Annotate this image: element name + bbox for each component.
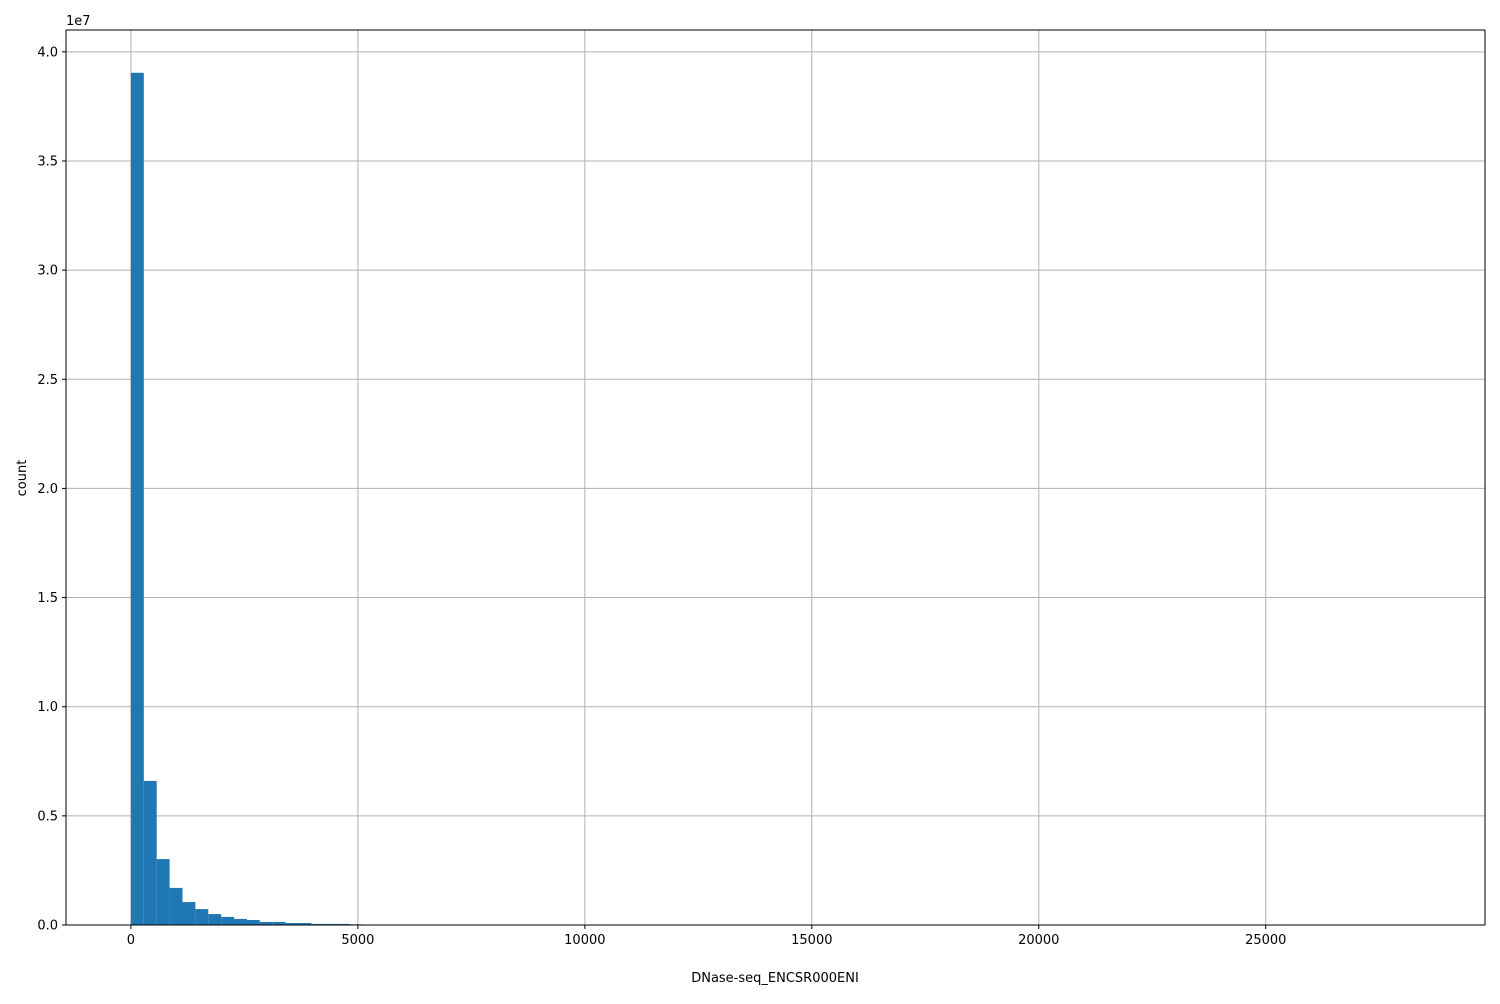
x-tick-label: 25000 [1245,933,1286,948]
y-tick-label: 2.0 [37,482,58,497]
histogram-bar [144,781,157,925]
histogram-bar [157,859,170,925]
x-tick-label: 15000 [791,933,832,948]
y-tick-label: 0.5 [37,809,58,824]
y-axis-label: count [15,460,30,497]
y-tick-label: 3.5 [37,154,58,169]
x-axis-ticks: 0 5000 10000 15000 20000 25000 [127,925,1287,948]
histogram-bar [221,917,234,925]
y-tick-label: 0.0 [37,919,58,934]
y-tick-label: 1.5 [37,591,58,606]
x-tick-label: 10000 [564,933,605,948]
y-tick-label: 1.0 [37,700,58,715]
x-tick-label: 0 [127,933,135,948]
y-tick-label: 3.0 [37,264,58,279]
x-axis-label: DNase-seq_ENCSR000ENI [691,971,859,986]
x-tick-label: 5000 [341,933,374,948]
grid-lines [66,30,1485,925]
histogram-bar [234,919,247,925]
y-tick-label: 4.0 [37,45,58,60]
x-tick-label: 20000 [1018,933,1059,948]
y-offset-label: 1e7 [66,14,91,29]
y-tick-label: 2.5 [37,373,58,388]
histogram-bar [170,888,183,925]
y-axis-ticks: 0.0 0.5 1.0 1.5 2.0 2.5 3.0 3.5 4.0 [37,45,66,933]
histogram-bar [182,902,195,925]
axes-frame [66,30,1485,925]
histogram-bar [247,920,260,925]
histogram-bar [208,914,221,925]
histogram-bar [195,909,208,925]
histogram-bars [131,73,518,925]
histogram-bar [131,73,144,925]
